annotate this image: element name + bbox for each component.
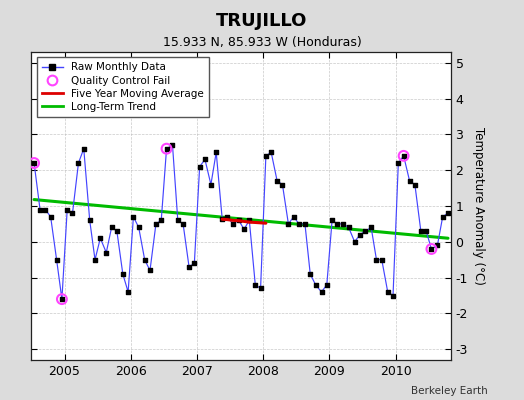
Point [427,246,435,252]
Point [85,217,94,224]
Point [422,228,430,234]
Point [124,289,133,295]
Point [179,221,187,227]
Point [218,215,226,222]
Point [411,181,419,188]
Point [157,217,166,224]
Text: TRUJILLO: TRUJILLO [216,12,308,30]
Point [399,153,408,159]
Point [140,256,149,263]
Point [30,160,38,166]
Point [30,160,38,166]
Point [328,217,336,224]
Point [439,214,447,220]
Point [261,153,270,159]
Point [394,160,402,166]
Point [63,206,71,213]
Point [223,214,232,220]
Point [417,228,425,234]
Point [267,149,276,156]
Point [372,256,380,263]
Point [256,285,265,292]
Point [129,214,138,220]
Point [323,282,331,288]
Point [212,149,221,156]
Point [58,296,66,302]
Point [378,256,386,263]
Point [235,217,243,224]
Point [80,146,88,152]
Point [433,242,442,248]
Point [333,221,342,227]
Point [251,282,259,288]
Point [278,181,287,188]
Point [152,221,160,227]
Point [289,214,298,220]
Point [206,181,215,188]
Point [47,214,55,220]
Point [245,217,254,224]
Point [52,256,61,263]
Point [185,264,193,270]
Point [273,178,281,184]
Point [351,239,359,245]
Point [74,160,83,166]
Point [102,249,111,256]
Point [113,228,121,234]
Point [162,146,171,152]
Point [58,296,66,302]
Point [318,289,326,295]
Point [311,282,320,288]
Point [406,178,414,184]
Point [195,164,204,170]
Point [96,235,104,242]
Point [389,292,397,299]
Point [384,289,392,295]
Point [306,271,314,277]
Point [284,221,292,227]
Point [361,228,369,234]
Point [68,210,77,216]
Y-axis label: Temperature Anomaly (°C): Temperature Anomaly (°C) [472,127,485,285]
Text: 15.933 N, 85.933 W (Honduras): 15.933 N, 85.933 W (Honduras) [162,36,362,49]
Point [146,267,154,274]
Point [168,142,177,148]
Point [36,206,44,213]
Point [201,156,209,163]
Point [301,221,309,227]
Point [295,221,303,227]
Point [162,146,171,152]
Legend: Raw Monthly Data, Quality Control Fail, Five Year Moving Average, Long-Term Tren: Raw Monthly Data, Quality Control Fail, … [37,57,209,117]
Point [135,224,143,231]
Point [356,232,364,238]
Point [91,256,99,263]
Point [240,226,248,232]
Point [118,271,127,277]
Point [190,260,199,266]
Point [173,217,182,224]
Text: Berkeley Earth: Berkeley Earth [411,386,487,396]
Point [344,224,353,231]
Point [41,206,50,213]
Point [107,224,116,231]
Point [427,246,435,252]
Point [367,224,375,231]
Point [399,153,408,159]
Point [339,221,347,227]
Point [228,221,237,227]
Point [444,210,452,216]
